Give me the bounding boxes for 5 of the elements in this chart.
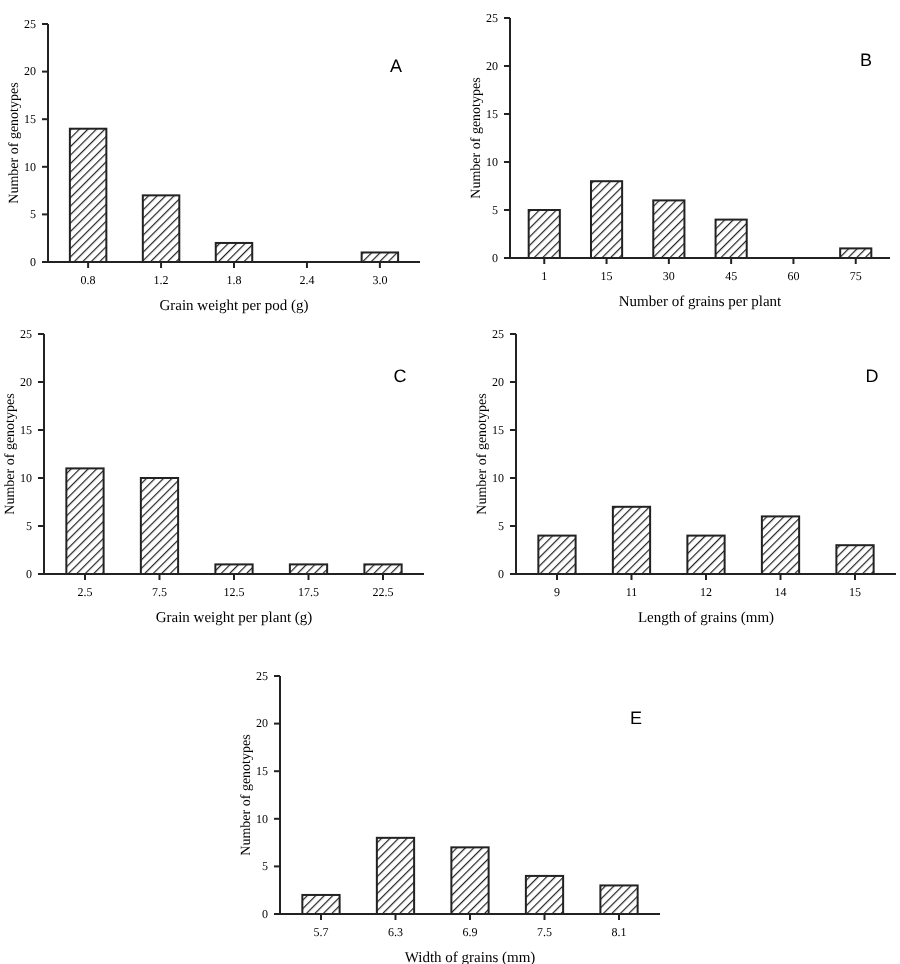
annotation: E <box>629 708 643 728</box>
annotation: A <box>389 56 403 76</box>
annotation: C <box>393 366 408 386</box>
annotation: B <box>859 50 873 70</box>
annotation: D <box>865 366 880 386</box>
